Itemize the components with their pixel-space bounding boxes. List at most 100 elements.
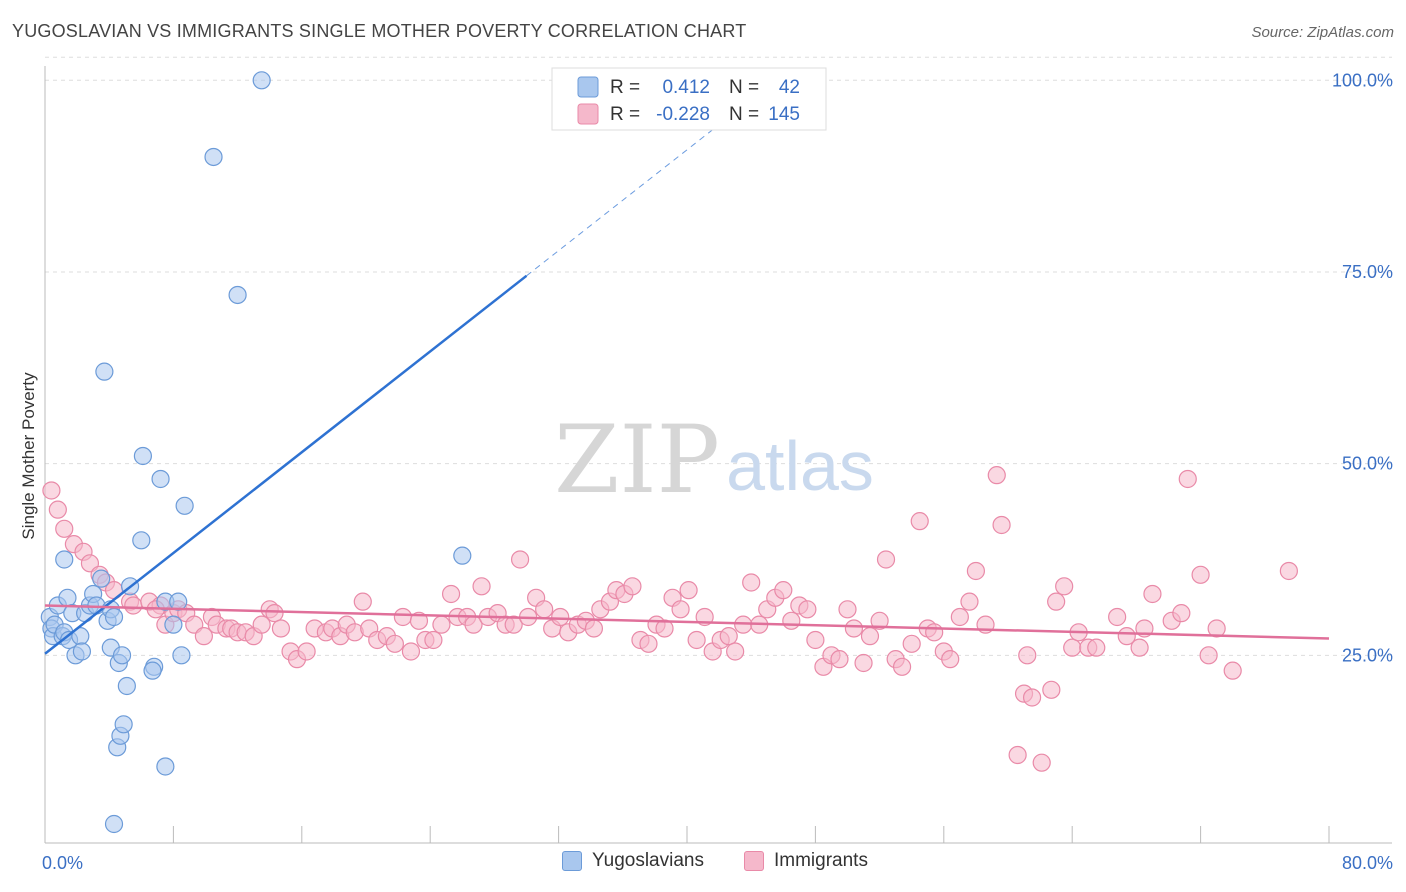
immigrant-point	[719, 627, 738, 646]
immigrant-point	[1032, 753, 1051, 772]
immigrant-point	[409, 611, 429, 630]
yugoslavian-trend-extension	[526, 80, 776, 277]
legend-item-yugoslavians[interactable]: Yugoslavians	[562, 850, 704, 872]
immigrant-point	[726, 642, 745, 661]
tick-labels: 25.0% 50.0% 75.0% 100.0% 0.0% 80.0%	[42, 70, 1393, 873]
immigrant-point	[432, 615, 451, 634]
immigrant-point	[271, 619, 291, 638]
immigrant-point	[687, 630, 706, 650]
y-tick-label: 75.0%	[1342, 262, 1393, 282]
immigrant-point	[892, 657, 912, 676]
immigrant-point	[424, 630, 443, 650]
legend-label-yugoslavians: Yugoslavians	[592, 850, 704, 871]
immigrant-point	[1047, 592, 1066, 611]
immigrant-point	[353, 592, 372, 611]
immigrant-point	[1191, 565, 1210, 584]
immigrant-point	[1042, 680, 1061, 699]
yugoslavian-point	[55, 550, 74, 569]
yugoslavian-point	[117, 676, 136, 696]
immigrant-point	[1178, 469, 1197, 489]
immigrant-point	[671, 600, 690, 619]
yugoslavian-point	[104, 607, 124, 627]
immigrant-point	[42, 481, 61, 500]
immigrant-point	[1055, 577, 1074, 596]
watermark-atlas: atlas	[726, 427, 874, 505]
grid	[45, 56, 1392, 656]
immigrant-trend-line	[44, 604, 1330, 640]
yugoslavian-point	[92, 569, 111, 588]
trend-lines	[44, 80, 1330, 655]
immigrant-point	[876, 550, 896, 569]
immigrant-point	[265, 604, 284, 623]
yugoslavian-point	[95, 362, 114, 381]
immigrant-point	[966, 561, 986, 581]
y-tick-label: 25.0%	[1342, 645, 1393, 665]
immigrant-point	[393, 607, 413, 627]
y-tick-label: 50.0%	[1342, 454, 1393, 474]
immigrant-point	[742, 573, 761, 592]
immigrant-point	[902, 634, 921, 653]
immigrant-point	[252, 615, 271, 634]
immigrant-point	[782, 611, 801, 630]
legend-r-label-2: R =	[610, 104, 640, 125]
immigrant-point	[1143, 584, 1162, 604]
immigrant-point	[441, 584, 461, 604]
legend-swatch-blue	[562, 851, 582, 871]
legend-stats: R = 0.412 N = 42 R = -0.228 N = 145	[551, 67, 827, 131]
yugoslavian-trend-line	[44, 274, 528, 655]
legend-r-label-1: R =	[610, 77, 640, 98]
legend-swatch-pink	[744, 851, 764, 871]
y-axis-label: Single Mother Poverty	[19, 372, 38, 540]
legend-swatch-yugoslavians	[577, 76, 599, 98]
immigrant-point	[844, 619, 864, 638]
immigrant-point	[124, 596, 143, 615]
immigrant-point	[510, 550, 530, 569]
immigrant-point	[551, 607, 570, 627]
yugoslavian-point	[112, 646, 132, 665]
source-credit: Source: ZipAtlas.com	[1251, 24, 1394, 41]
immigrant-point	[1008, 745, 1027, 765]
immigrant-point	[838, 600, 857, 619]
immigrant-point	[48, 500, 67, 519]
yugoslavian-point	[132, 531, 151, 550]
yugoslavian-point	[133, 446, 153, 466]
immigrant-point	[870, 611, 889, 630]
yugoslavian-point	[204, 147, 223, 167]
legend-swatch-immigrants	[577, 103, 599, 125]
immigrant-point	[401, 642, 421, 661]
immigrant-point	[854, 653, 873, 673]
immigrant-point	[798, 600, 817, 619]
yugoslavian-point	[143, 661, 162, 680]
immigrant-point	[987, 466, 1006, 485]
immigrant-point	[584, 619, 604, 638]
immigrant-point	[655, 619, 674, 638]
watermark: ZIP atlas	[554, 406, 874, 515]
legend-n-label-1: N =	[729, 77, 759, 98]
immigrant-point	[1063, 638, 1082, 657]
immigrant-point	[910, 512, 929, 531]
immigrant-point	[830, 650, 849, 669]
axes	[44, 66, 1392, 844]
immigrant-point	[992, 515, 1011, 535]
legend-item-immigrants[interactable]: Immigrants	[744, 850, 868, 872]
immigrant-point	[1022, 688, 1042, 707]
immigrant-point	[950, 607, 969, 627]
legend-n-label-2: N =	[729, 104, 759, 125]
yugoslavian-point	[164, 615, 183, 634]
legend-label-immigrants: Immigrants	[774, 850, 868, 871]
legend-n-value-2: 145	[768, 104, 800, 125]
immigrant-point	[504, 615, 523, 634]
immigrant-point	[385, 634, 404, 653]
immigrant-point	[623, 577, 642, 596]
legend-r-value-1: 0.412	[662, 77, 710, 98]
immigrant-point	[806, 630, 825, 650]
immigrant-point	[1018, 646, 1037, 665]
yugoslavian-point	[175, 496, 194, 515]
immigrant-point	[1130, 638, 1149, 657]
immigrant-point	[925, 623, 944, 642]
yugoslavian-point	[228, 285, 247, 305]
immigrant-point	[194, 627, 213, 646]
immigrant-point	[941, 650, 960, 669]
immigrant-point	[1108, 607, 1127, 627]
yugoslavian-point	[453, 546, 472, 565]
